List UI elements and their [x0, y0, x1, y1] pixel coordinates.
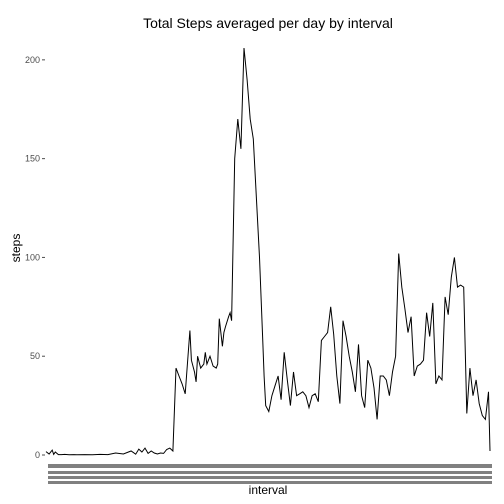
x-tick-labels-band	[48, 476, 492, 479]
y-tick-label: 50	[30, 351, 40, 361]
x-tick-labels-band	[48, 481, 492, 484]
y-tick-label: 200	[25, 55, 40, 65]
y-axis-label: steps	[9, 234, 23, 263]
y-axis: 0 50 100 150 200	[25, 55, 45, 460]
series-line	[45, 47, 491, 456]
y-tick-label: 100	[25, 252, 40, 262]
x-tick-labels-band	[48, 471, 492, 474]
chart-title: Total Steps averaged per day by interval	[143, 15, 393, 31]
x-axis	[48, 464, 492, 484]
y-tick-label: 0	[35, 450, 40, 460]
y-tick-label: 150	[25, 154, 40, 164]
x-axis-label: interval	[249, 483, 288, 497]
x-tick-labels-band	[48, 464, 492, 468]
